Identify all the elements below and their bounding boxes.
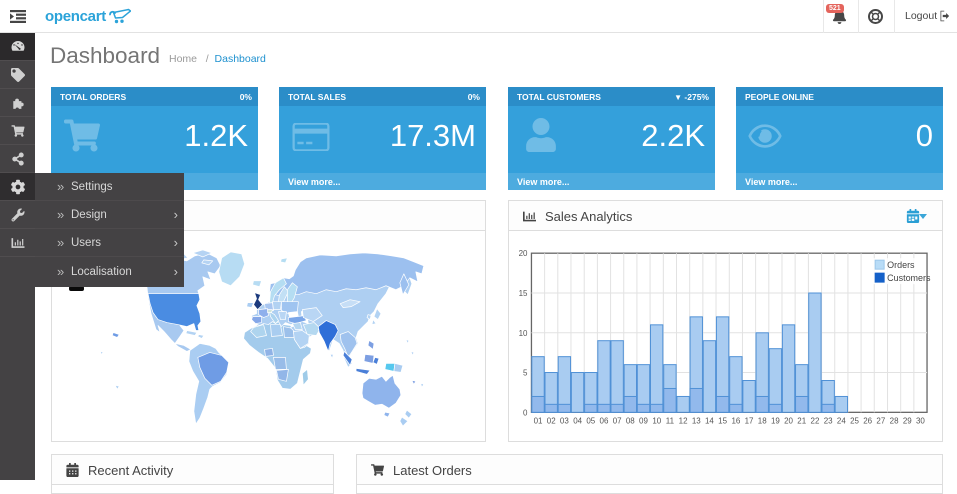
svg-text:20: 20 <box>784 416 793 425</box>
svg-text:Orders: Orders <box>887 260 915 270</box>
svg-text:06: 06 <box>600 416 609 425</box>
svg-text:0: 0 <box>523 408 528 417</box>
svg-text:26: 26 <box>863 416 872 425</box>
svg-text:21: 21 <box>797 416 806 425</box>
svg-text:Customers: Customers <box>887 273 931 283</box>
svg-text:30: 30 <box>916 416 925 425</box>
svg-text:22: 22 <box>811 416 820 425</box>
svg-text:20: 20 <box>519 249 528 258</box>
svg-text:05: 05 <box>586 416 595 425</box>
svg-text:04: 04 <box>573 416 582 425</box>
svg-text:29: 29 <box>903 416 912 425</box>
svg-text:18: 18 <box>758 416 767 425</box>
svg-text:11: 11 <box>666 416 675 425</box>
svg-text:08: 08 <box>626 416 635 425</box>
svg-text:15: 15 <box>519 289 528 298</box>
svg-text:5: 5 <box>523 369 528 378</box>
svg-text:10: 10 <box>519 329 528 338</box>
svg-text:14: 14 <box>705 416 714 425</box>
svg-text:17: 17 <box>745 416 754 425</box>
svg-text:07: 07 <box>613 416 622 425</box>
svg-text:24: 24 <box>837 416 846 425</box>
svg-text:16: 16 <box>731 416 740 425</box>
svg-text:10: 10 <box>652 416 661 425</box>
svg-text:02: 02 <box>547 416 556 425</box>
svg-text:09: 09 <box>639 416 648 425</box>
svg-text:01: 01 <box>534 416 543 425</box>
svg-text:19: 19 <box>771 416 780 425</box>
svg-text:25: 25 <box>850 416 859 425</box>
svg-text:03: 03 <box>560 416 569 425</box>
svg-text:28: 28 <box>890 416 899 425</box>
svg-text:27: 27 <box>876 416 885 425</box>
svg-text:13: 13 <box>692 416 701 425</box>
svg-text:23: 23 <box>824 416 833 425</box>
svg-text:15: 15 <box>718 416 727 425</box>
svg-text:12: 12 <box>679 416 688 425</box>
